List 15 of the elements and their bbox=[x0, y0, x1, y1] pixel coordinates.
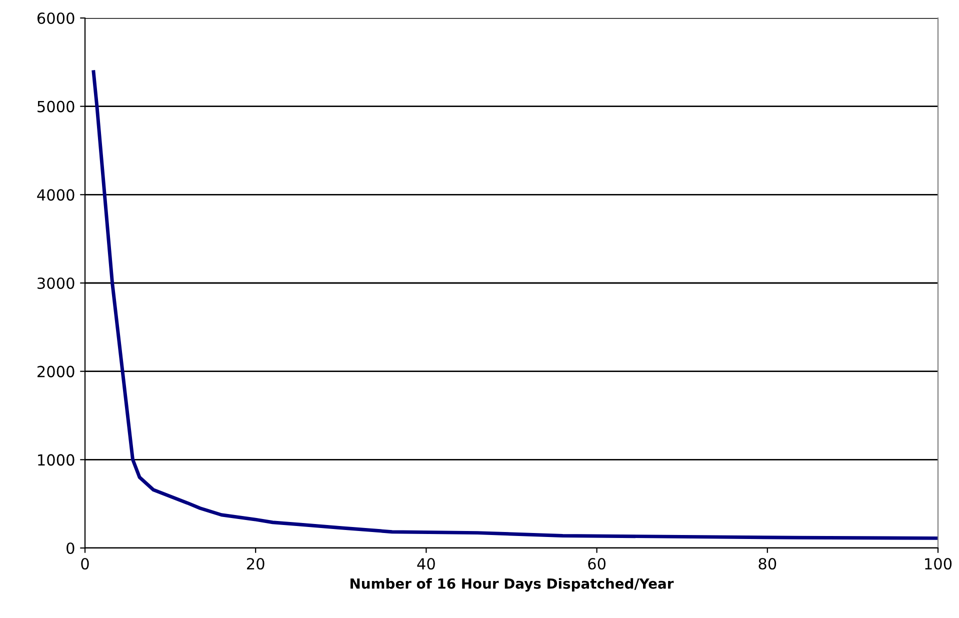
x-axis-title: Number of 16 Hour Days Dispatched/Year bbox=[350, 578, 674, 592]
x-tick-label: 100 bbox=[925, 558, 952, 570]
y-tick-label: 3000 bbox=[38, 277, 74, 290]
y-tick-label: 5000 bbox=[38, 100, 74, 112]
line-series bbox=[92, 70, 938, 540]
x-tick-label: 40 bbox=[417, 558, 435, 570]
x-tick-label: 20 bbox=[247, 558, 264, 570]
y-tick-label: 6000 bbox=[37, 12, 74, 24]
y-tick-label: 1000 bbox=[38, 454, 74, 466]
x-tick-label: 60 bbox=[588, 558, 606, 570]
y-tick-label: 0 bbox=[66, 542, 74, 554]
x-tick-label: 80 bbox=[758, 558, 776, 570]
y-tick-label: 2000 bbox=[38, 366, 74, 378]
x-tick-label: 0 bbox=[81, 558, 89, 570]
y-tick-label: 4000 bbox=[37, 189, 74, 201]
